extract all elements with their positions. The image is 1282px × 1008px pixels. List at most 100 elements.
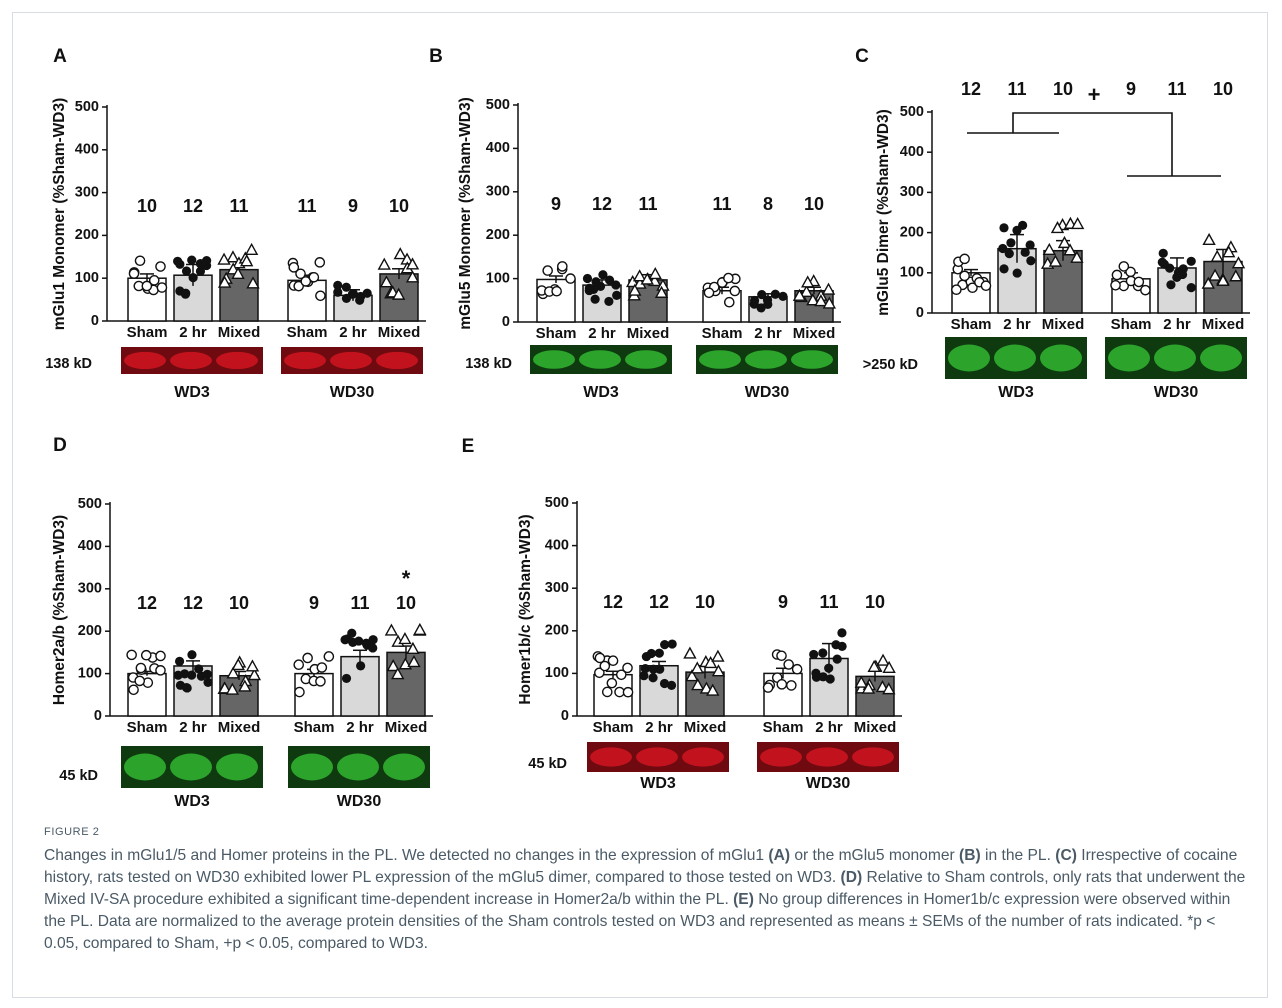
data-point: [293, 659, 305, 671]
bar-d-wd3-2: [219, 674, 259, 717]
blot-band: [579, 350, 621, 369]
blot-band: [682, 747, 724, 767]
n-label: 11: [1167, 79, 1186, 99]
data-point: [591, 277, 601, 287]
data-point: [811, 668, 821, 678]
data-point: [300, 276, 312, 287]
data-point: [347, 628, 357, 638]
data-point: [181, 683, 192, 693]
n-label: 10: [229, 593, 249, 613]
data-point: [202, 256, 212, 266]
data-point: [640, 664, 650, 674]
data-point: [413, 622, 427, 636]
data-point: [155, 665, 166, 676]
data-point: [999, 264, 1009, 274]
caption-text: Changes in mGlu1/5 and Homer proteins in…: [44, 847, 769, 864]
n-label: 11: [1007, 79, 1026, 99]
annotation-plus: +: [1088, 82, 1101, 107]
data-point: [188, 273, 198, 283]
n-label: 8: [763, 194, 773, 214]
data-point: [1118, 261, 1130, 272]
bar-a-wd3-1: [173, 274, 213, 322]
y-tick-label-a: 500: [75, 99, 99, 115]
data-point: [362, 288, 372, 298]
n-label: 12: [183, 196, 203, 216]
n-label: 10: [389, 196, 409, 216]
data-point: [1057, 235, 1072, 249]
data-point: [690, 661, 704, 674]
data-point: [148, 275, 160, 286]
blot-band: [760, 747, 802, 767]
data-point: [967, 282, 978, 294]
data-point: [557, 261, 568, 272]
data-point: [379, 275, 394, 288]
data-point: [832, 654, 842, 664]
data-point: [347, 289, 357, 299]
data-point: [666, 680, 677, 690]
data-point: [294, 686, 305, 698]
data-point: [806, 293, 820, 306]
group-label-a-wd3: WD3: [174, 384, 210, 401]
blot-band: [636, 747, 678, 767]
data-point: [749, 295, 760, 306]
data-point: [762, 295, 773, 305]
data-point: [1177, 269, 1188, 280]
data-point: [594, 667, 605, 679]
data-point: [711, 649, 725, 662]
data-point: [140, 649, 152, 661]
data-point: [783, 659, 794, 670]
annotation-asterisk: *: [402, 566, 411, 591]
blot-band: [330, 351, 372, 370]
data-point: [801, 275, 815, 288]
data-point: [822, 296, 837, 309]
n-label: 10: [695, 592, 715, 612]
y-tick-label-b: 400: [486, 140, 510, 156]
data-point: [1006, 238, 1016, 248]
caption-text: No group differences in Homer1b/c expres…: [44, 891, 1231, 952]
panel-label-a: A: [53, 46, 67, 67]
y-tick-label-e: 400: [545, 537, 569, 553]
category-label: Mixed: [627, 325, 670, 342]
data-point: [837, 628, 847, 638]
n-label: 12: [592, 194, 612, 214]
data-point: [776, 679, 788, 690]
y-tick-label-c: 400: [900, 144, 924, 160]
data-point: [393, 247, 407, 260]
data-point: [333, 287, 343, 297]
blot-band: [291, 753, 333, 781]
caption-text: Irrespective of cocaine history, rats te…: [44, 847, 1238, 886]
data-point: [998, 243, 1008, 254]
data-point: [155, 650, 166, 662]
data-point: [156, 282, 168, 293]
y-tick-label-e: 500: [545, 495, 569, 511]
n-label: 9: [348, 196, 358, 216]
data-point: [639, 671, 649, 681]
category-label: 2 hr: [339, 324, 367, 341]
data-point: [398, 632, 412, 645]
category-label: Mixed: [378, 324, 421, 341]
data-point: [959, 253, 970, 265]
data-point: [314, 257, 326, 268]
n-label: 10: [804, 194, 824, 214]
panel-label-b: B: [429, 46, 443, 67]
data-point: [867, 659, 881, 673]
data-point: [368, 643, 378, 653]
blot-band: [124, 351, 166, 370]
data-point: [195, 266, 206, 276]
blot-band: [337, 753, 379, 781]
data-point: [757, 289, 767, 300]
blot-size-label-b: 138 kD: [465, 356, 512, 372]
blot-band: [124, 753, 166, 781]
data-point: [861, 681, 876, 694]
n-label: 12: [961, 79, 981, 99]
data-point: [542, 265, 553, 276]
data-point: [128, 684, 139, 696]
data-point: [173, 670, 183, 680]
y-axis-label-e: Homer1b/c (%Sham-WD3): [517, 514, 534, 704]
bracket: [1012, 112, 1173, 176]
y-tick-label-c: 300: [900, 184, 924, 200]
data-point: [792, 288, 807, 301]
data-point: [126, 649, 137, 661]
data-point: [778, 291, 788, 301]
